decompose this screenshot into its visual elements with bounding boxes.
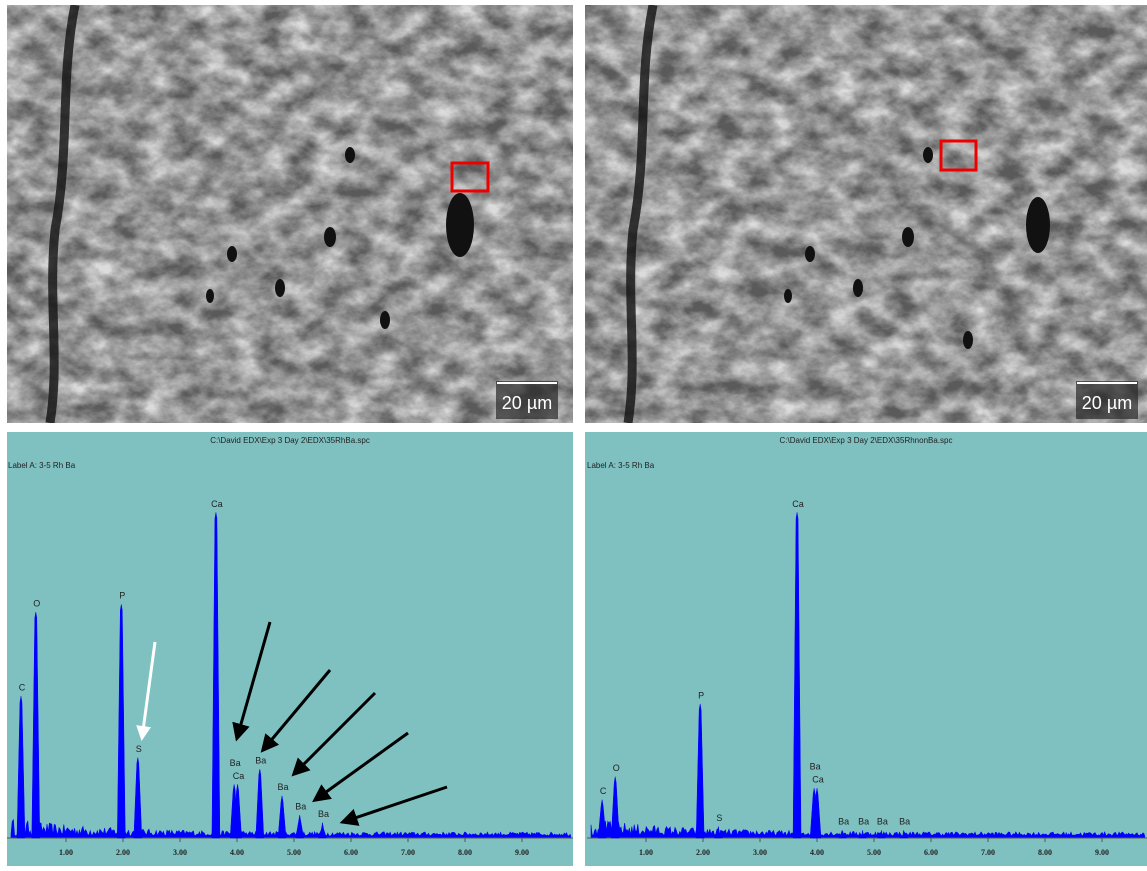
peak	[792, 512, 802, 839]
peak-label: Ba	[230, 758, 241, 768]
peak-label: C	[19, 683, 26, 693]
peak	[695, 703, 705, 839]
x-tick-label: 6.00	[924, 848, 938, 857]
spectrum-title: C:\David EDX\Exp 3 Day 2\EDX\35RhnonBa.s…	[780, 436, 953, 445]
peak-label: Ba	[255, 755, 266, 765]
peak	[31, 611, 41, 839]
spectrum-label: Label A: 3-5 Rh Ba	[8, 461, 76, 470]
peak-label: Ba	[295, 801, 306, 811]
peak	[597, 799, 607, 839]
x-tick-label: 1.00	[639, 848, 653, 857]
peak-label: Ca	[233, 771, 245, 781]
peak-label: Ba	[278, 782, 289, 792]
x-tick-label: 9.00	[1095, 848, 1109, 857]
peak-label: Ba	[810, 762, 821, 772]
scale-bar-label: 20 µm	[502, 393, 552, 413]
peak	[211, 512, 221, 839]
x-tick-label: 7.00	[401, 848, 415, 857]
peak-label: Ca	[792, 499, 804, 509]
peak	[133, 757, 143, 839]
scale-bar-label: 20 µm	[1082, 393, 1132, 413]
x-tick-label: 1.00	[59, 848, 73, 857]
x-tick-label: 9.00	[515, 848, 529, 857]
peak-label: Ba	[877, 817, 888, 827]
peak-label: O	[613, 763, 620, 773]
peak	[318, 822, 327, 839]
peak	[898, 830, 909, 839]
x-tick-label: 8.00	[458, 848, 472, 857]
peak	[16, 696, 26, 839]
peak-label: S	[716, 813, 722, 823]
peak-label: Ba	[899, 817, 910, 827]
peak	[857, 830, 868, 839]
spectrum-panel	[585, 432, 1147, 866]
x-tick-label: 4.00	[810, 848, 824, 857]
peak-label: Ca	[812, 775, 824, 785]
peak	[117, 604, 126, 839]
peak	[812, 788, 822, 839]
peak	[295, 814, 304, 839]
peak-label: O	[33, 598, 40, 608]
annotation-arrows	[136, 621, 448, 826]
spectrum-title: C:\David EDX\Exp 3 Day 2\EDX\35RhBa.spc	[210, 436, 370, 445]
x-tick-label: 2.00	[696, 848, 710, 857]
x-tick-label: 4.00	[230, 848, 244, 857]
peak	[277, 795, 287, 839]
x-tick-label: 3.00	[173, 848, 187, 857]
x-tick-label: 5.00	[867, 848, 881, 857]
x-tick-label: 2.00	[116, 848, 130, 857]
peak	[610, 776, 620, 839]
x-tick-label: 6.00	[344, 848, 358, 857]
peak-label: P	[119, 591, 125, 601]
background-noise	[10, 818, 572, 839]
x-tick-label: 7.00	[981, 848, 995, 857]
peak	[255, 769, 265, 839]
peak-label: C	[600, 786, 607, 796]
peak-label: Ba	[858, 817, 869, 827]
peak	[233, 784, 242, 839]
spectrum-label: Label A: 3-5 Rh Ba	[587, 461, 655, 470]
peak-label: S	[136, 744, 142, 754]
peak-label: Ba	[838, 817, 849, 827]
sem-image: 20 µm	[7, 5, 573, 423]
peak-label: P	[698, 690, 704, 700]
peak	[713, 826, 723, 839]
peak-label: Ba	[318, 809, 329, 819]
peak-label: Ca	[211, 499, 223, 509]
background-noise	[590, 820, 1146, 839]
sem-image: 20 µm	[585, 5, 1147, 423]
peak	[837, 830, 848, 839]
x-tick-label: 8.00	[1038, 848, 1052, 857]
x-tick-label: 3.00	[753, 848, 767, 857]
spectrum-panel	[7, 432, 573, 866]
x-tick-label: 5.00	[287, 848, 301, 857]
peak	[876, 830, 887, 839]
